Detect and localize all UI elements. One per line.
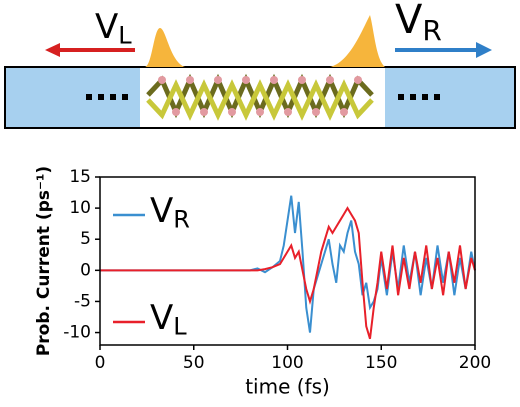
y-tick-label: 0 <box>80 260 91 280</box>
x-tick-label: 0 <box>95 353 106 373</box>
x-tick-label: 100 <box>271 353 303 373</box>
plot-frame <box>99 176 476 346</box>
y-tick-label: -10 <box>63 323 91 343</box>
dots <box>86 94 440 100</box>
legend-label: VL <box>150 298 187 341</box>
y-axis-label: Prob. Current (ps⁻¹) <box>34 166 54 356</box>
x-tick-label: 50 <box>183 353 205 373</box>
wave-packet <box>330 15 385 67</box>
y-tick-label: -5 <box>74 291 91 311</box>
arrow-head <box>476 42 492 58</box>
y-tick-label: 15 <box>69 167 91 187</box>
y-tick-label: 5 <box>80 229 91 249</box>
y-tick-label: 10 <box>69 198 91 218</box>
x-tick-label: 150 <box>365 353 397 373</box>
velocity-label: VR <box>395 0 442 47</box>
x-tick-label: 200 <box>459 353 491 373</box>
velocity-label: VL <box>95 7 132 50</box>
wave-packet <box>145 28 185 67</box>
legend-label: VR <box>150 191 190 234</box>
molecule <box>146 73 374 121</box>
x-axis-label: time (fs) <box>245 375 330 399</box>
arrow-head <box>45 43 60 57</box>
schematic: VL VR <box>4 0 516 129</box>
chart: 0 50 100 150 200 -10 -5 0 5 10 15 time (fs) Prob. Cu… <box>34 166 491 399</box>
series-line <box>100 206 476 340</box>
